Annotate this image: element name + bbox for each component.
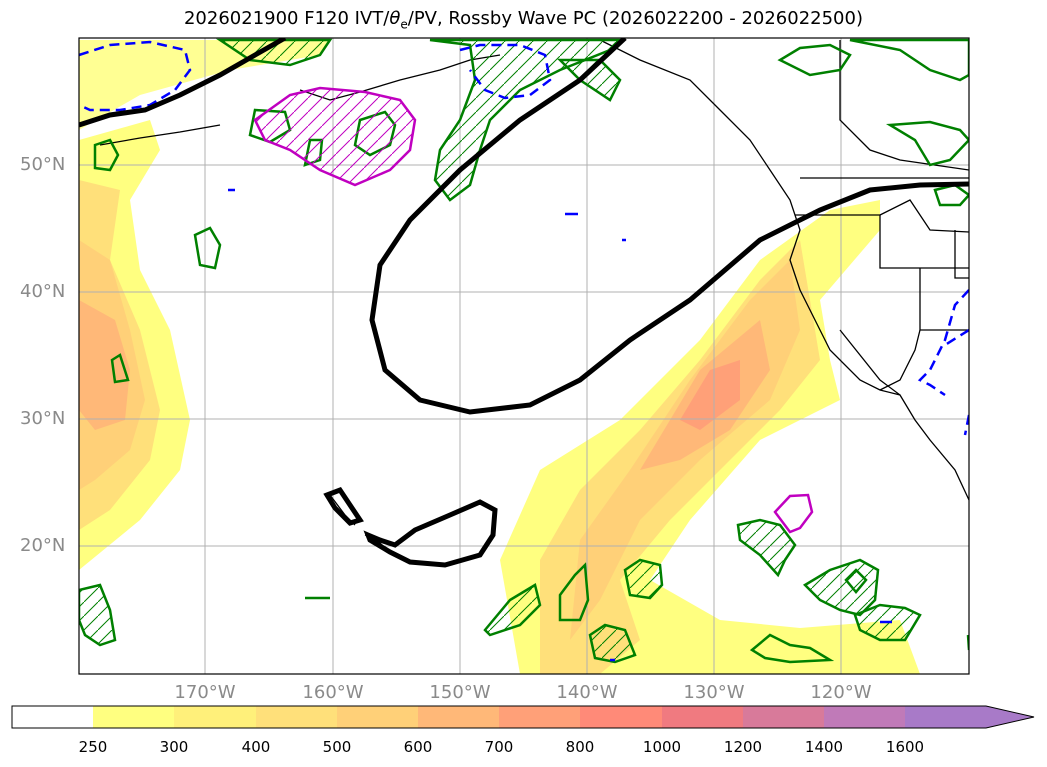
plot-frame [78, 37, 970, 675]
map-title: 2026021900 F120 IVT/θe/PV, Rossby Wave P… [183, 8, 863, 32]
lon-label-150w: 150°W [429, 682, 491, 703]
lat-label-30n: 30°N [20, 408, 66, 429]
colorbar-tick-300: 300 [159, 738, 189, 756]
lat-label-20n: 20°N [20, 535, 66, 556]
lon-label-120w: 120°W [810, 682, 872, 703]
blue-spots [228, 188, 892, 662]
colorbar-tick-500: 500 [322, 738, 352, 756]
ivt-shading-ar [500, 200, 920, 674]
colorbar-tick-700: 700 [484, 738, 514, 756]
colorbar-tick-250: 250 [78, 738, 108, 756]
lon-label-140w: 140°W [556, 682, 618, 703]
coastlines [99, 39, 969, 549]
colorbar-tick-800: 800 [565, 738, 595, 756]
lon-label-170w: 170°W [174, 682, 236, 703]
colorbar-tick-1400: 1400 [804, 738, 844, 756]
colorbar-tick-1600: 1600 [885, 738, 925, 756]
lat-label-40n: 40°N [20, 281, 66, 302]
pv-contours [253, 86, 814, 534]
colorbar-tick-400: 400 [241, 738, 271, 756]
lat-label-50n: 50°N [20, 154, 66, 175]
colorbar-tick-1000: 1000 [642, 738, 682, 756]
lon-label-160w: 160°W [302, 682, 364, 703]
rossby-wave-contours [79, 38, 969, 568]
colorbar-tick-600: 600 [403, 738, 433, 756]
lon-label-130w: 130°W [683, 682, 745, 703]
colorbar [11, 705, 1035, 729]
negative-pv-contours [79, 40, 969, 436]
colorbar-tick-1200: 1200 [723, 738, 763, 756]
